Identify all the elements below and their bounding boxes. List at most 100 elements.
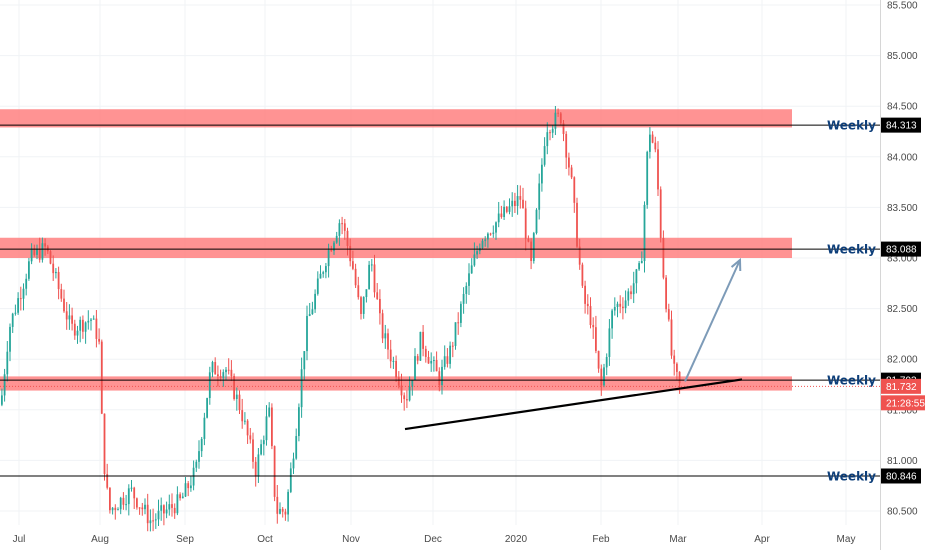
candle: [532, 231, 535, 264]
candle-body: [279, 508, 281, 514]
candle: [592, 317, 595, 339]
candle: [346, 227, 349, 256]
candle: [519, 185, 522, 209]
drawings: [404, 257, 743, 431]
candle-body: [76, 330, 79, 336]
candle: [28, 257, 30, 281]
candle-body: [419, 331, 422, 361]
candle: [208, 366, 211, 405]
candle-body: [427, 356, 430, 364]
candle-body: [341, 223, 343, 225]
x-tick-label: Nov: [342, 534, 360, 545]
candle-body: [73, 323, 76, 336]
candle-body: [90, 319, 92, 321]
candle: [311, 301, 314, 315]
grid: [0, 0, 880, 525]
candle-body: [608, 328, 611, 357]
candle-body: [17, 298, 19, 313]
candle: [98, 328, 100, 345]
x-tick-label: Dec: [424, 534, 442, 545]
candle-body: [511, 200, 514, 207]
candle: [22, 283, 25, 311]
price-tag-bg: [881, 468, 921, 484]
candle: [179, 492, 181, 501]
candle: [516, 185, 519, 215]
candle: [38, 237, 41, 263]
candle: [279, 502, 281, 515]
candle: [411, 380, 414, 396]
candle-body: [597, 350, 600, 369]
candle-body: [549, 132, 551, 134]
candle: [538, 173, 541, 220]
candle: [281, 507, 284, 518]
candle-body: [519, 196, 522, 200]
candle: [254, 457, 257, 487]
candle-body: [222, 372, 225, 378]
candle: [554, 105, 557, 136]
candle: [76, 325, 79, 344]
candle: [233, 373, 235, 401]
candle: [465, 282, 468, 304]
candle: [235, 387, 238, 411]
candle: [481, 238, 484, 250]
candle: [657, 141, 659, 197]
candle: [603, 363, 605, 388]
candle-body: [184, 483, 187, 497]
level-label: Weekly: [827, 243, 876, 257]
candle-body: [462, 293, 465, 304]
candle-body: [152, 520, 154, 522]
candle: [306, 305, 308, 361]
candle-body: [273, 446, 276, 497]
candle-body: [233, 376, 235, 399]
candle: [322, 270, 325, 278]
candle: [300, 357, 303, 418]
candle: [25, 273, 28, 296]
candle-body: [470, 265, 473, 274]
candle: [109, 487, 111, 514]
candle: [433, 356, 435, 372]
candle: [403, 392, 406, 411]
candle-body: [446, 356, 449, 364]
candle-body: [230, 369, 233, 377]
candle-body: [195, 461, 198, 468]
candle: [146, 493, 149, 532]
candle: [662, 230, 665, 280]
candle-body: [508, 206, 511, 212]
candle: [284, 508, 287, 521]
candle: [608, 319, 611, 366]
candle: [427, 350, 430, 364]
candle: [511, 192, 514, 217]
candle-body: [92, 318, 95, 320]
candle: [581, 262, 584, 289]
candle-body: [244, 420, 246, 422]
candle: [613, 297, 616, 316]
candle-body: [168, 504, 171, 510]
candle-body: [211, 362, 214, 373]
candle-body: [338, 223, 341, 236]
x-tick-label: Oct: [257, 534, 273, 545]
candle: [68, 304, 71, 330]
candle-body: [214, 362, 217, 375]
candle-body: [460, 303, 462, 323]
candle: [338, 219, 341, 246]
candle-body: [411, 380, 414, 387]
candle-body: [346, 230, 349, 246]
candle-body: [605, 356, 608, 368]
candle-body: [662, 237, 665, 278]
candle: [111, 507, 114, 515]
candle-body: [133, 487, 136, 499]
candle: [624, 290, 627, 314]
candle: [527, 235, 530, 243]
y-tick-label: 84.000: [887, 152, 918, 163]
candle: [549, 129, 551, 141]
candle-body: [573, 177, 576, 203]
candle: [157, 499, 160, 526]
candle-body: [171, 504, 173, 508]
candle: [673, 349, 676, 376]
candle: [55, 268, 57, 279]
level-label: Weekly: [827, 469, 876, 483]
candle: [443, 345, 446, 370]
candle: [489, 232, 492, 236]
candle: [41, 237, 44, 263]
